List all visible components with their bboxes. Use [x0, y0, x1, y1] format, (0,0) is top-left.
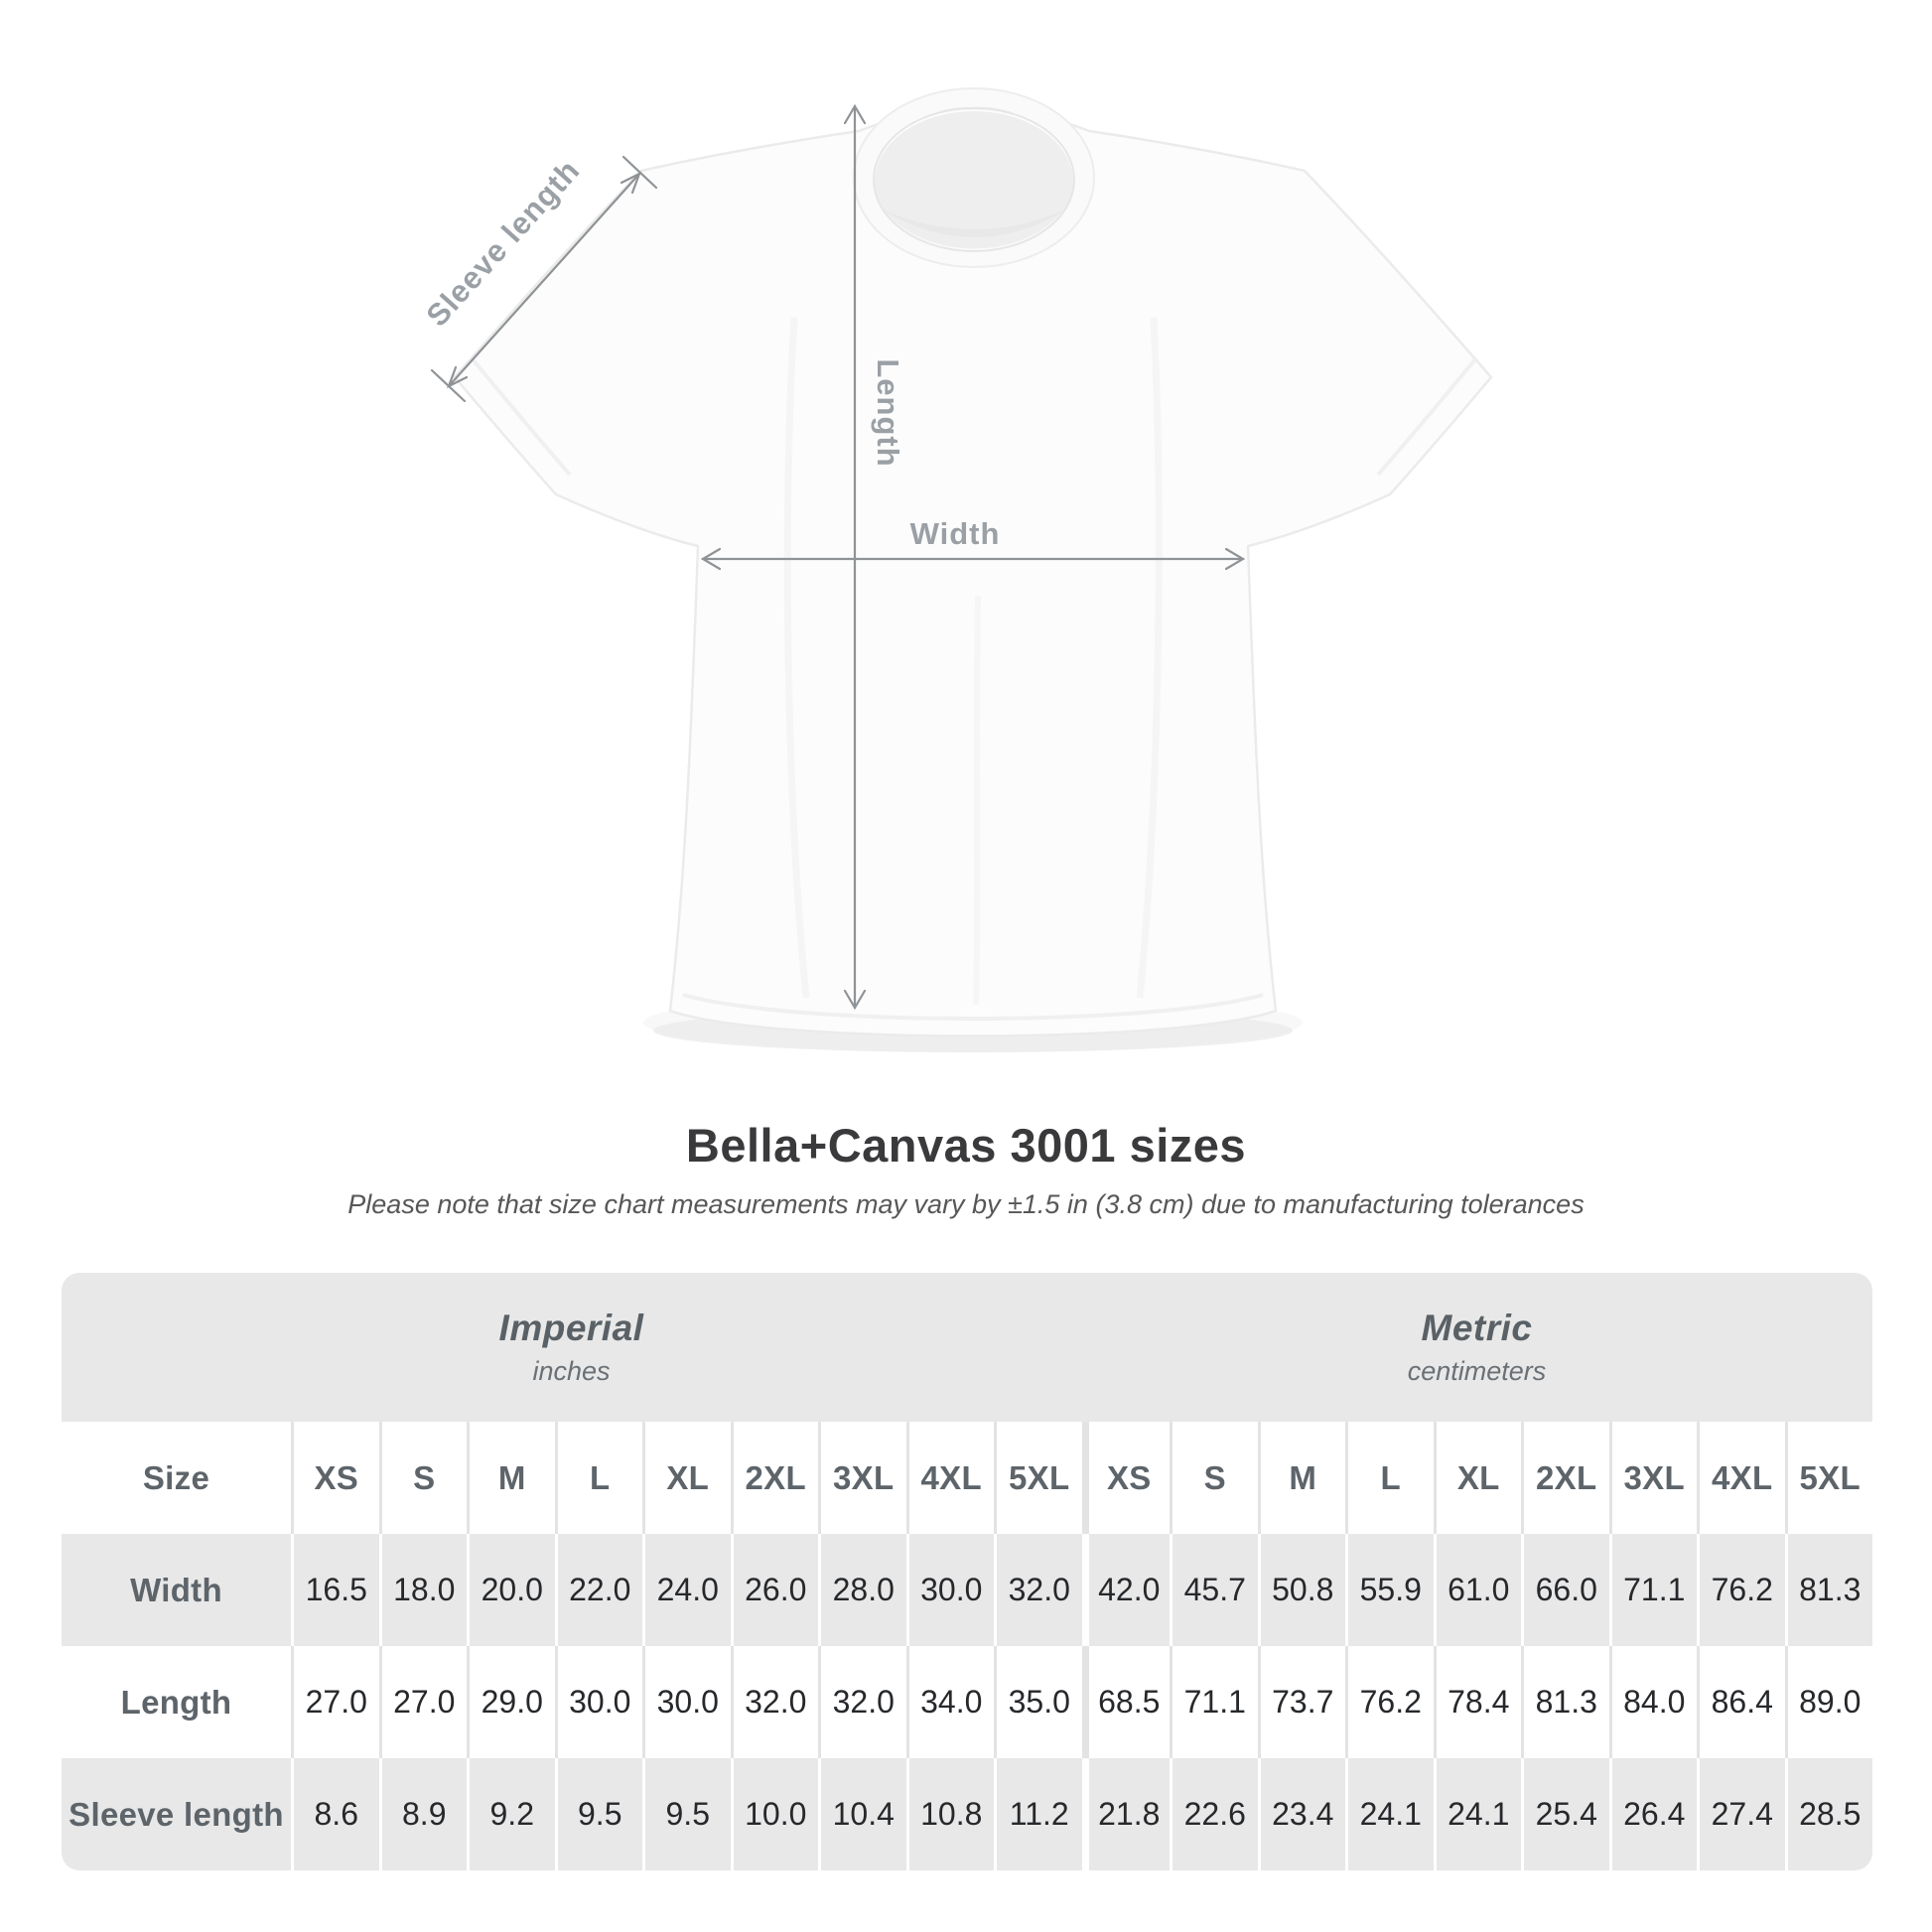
size-value-cell: 89.0: [1784, 1646, 1873, 1758]
size-column-header: 2XL: [1521, 1422, 1609, 1534]
size-value-cell: 61.0: [1433, 1534, 1522, 1646]
size-value-cell: 27.0: [291, 1646, 379, 1758]
size-column-header: 2XL: [730, 1422, 819, 1534]
row-label: Length: [120, 1683, 232, 1721]
size-value-cell: 68.5: [1081, 1646, 1171, 1758]
size-value-cell: 22.6: [1170, 1758, 1258, 1870]
size-value-cell: 20.0: [467, 1534, 555, 1646]
size-value-cell: 32.0: [818, 1646, 906, 1758]
size-value-cell: 86.4: [1697, 1646, 1785, 1758]
size-value-cell: 84.0: [1608, 1646, 1698, 1758]
size-value-cell: 26.4: [1608, 1758, 1698, 1870]
size-value-cell: 24.1: [1433, 1758, 1522, 1870]
size-column-header: 5XL: [994, 1422, 1082, 1534]
size-column-header: S: [1170, 1422, 1258, 1534]
table-row: Sleeve length 8.6 8.9 9.2 9.5 9.5 10.0 10.4 10.8…: [62, 1758, 1872, 1870]
size-value-cell: 81.3: [1784, 1534, 1873, 1646]
size-column-header: XL: [642, 1422, 731, 1534]
size-value-cell: 26.0: [730, 1534, 819, 1646]
size-value-cell: 71.1: [1170, 1646, 1258, 1758]
size-value-cell: 30.0: [554, 1646, 643, 1758]
sleeve-arrow: [447, 172, 641, 388]
metric-unit: centimeters: [1407, 1356, 1547, 1386]
size-value-cell: 50.8: [1257, 1534, 1346, 1646]
size-column-header: 4XL: [905, 1422, 995, 1534]
size-value-cell: 55.9: [1345, 1534, 1434, 1646]
size-header-row: Size XS S M L XL 2XL 3XL 4XL 5XL XS S M L XL 2XL 3XL 4XL 5…: [62, 1422, 1872, 1534]
size-value-cell: 9.5: [642, 1758, 731, 1870]
table-row: Length 27.0 27.0 29.0 30.0 30.0 32.0 32.0 34.0 35…: [62, 1646, 1872, 1758]
dimension-lines: [430, 103, 1246, 1011]
length-label: Length: [871, 358, 905, 468]
size-value-cell: 28.5: [1784, 1758, 1873, 1870]
size-value-cell: 78.4: [1433, 1646, 1522, 1758]
size-value-cell: 30.0: [642, 1646, 731, 1758]
size-value-cell: 29.0: [467, 1646, 555, 1758]
tshirt-collar: [853, 87, 1095, 268]
table-row: Width 16.5 18.0 20.0 22.0 24.0 26.0 28.0 30.0 32.…: [62, 1534, 1872, 1646]
page-title: Bella+Canvas 3001 sizes: [685, 1119, 1247, 1172]
size-value-cell: 25.4: [1521, 1758, 1609, 1870]
size-value-cell: 81.3: [1521, 1646, 1609, 1758]
size-table-rows: Size XS S M L XL 2XL 3XL 4XL 5XL XS S M L XL 2XL 3XL 4XL 5…: [62, 1422, 1872, 1870]
imperial-section-header: Imperial inches: [62, 1273, 1081, 1422]
size-column-header: XS: [291, 1422, 379, 1534]
tshirt-body: [453, 106, 1493, 1037]
size-value-cell: 34.0: [905, 1646, 995, 1758]
size-column-header: S: [378, 1422, 468, 1534]
size-value-cell: 10.8: [905, 1758, 995, 1870]
size-column-header: L: [1345, 1422, 1434, 1534]
size-value-cell: 21.8: [1081, 1758, 1171, 1870]
size-value-cell: 32.0: [730, 1646, 819, 1758]
size-value-cell: 76.2: [1345, 1646, 1434, 1758]
size-column-header: XL: [1433, 1422, 1522, 1534]
size-value-cell: 22.0: [554, 1534, 643, 1646]
size-value-cell: 28.0: [818, 1534, 906, 1646]
size-value-cell: 73.7: [1257, 1646, 1346, 1758]
width-label: Width: [909, 516, 1001, 551]
size-value-cell: 35.0: [994, 1646, 1082, 1758]
metric-title: Metric: [1421, 1308, 1533, 1348]
tolerance-note: Please note that size chart measurements…: [347, 1189, 1585, 1219]
size-value-cell: 27.0: [378, 1646, 468, 1758]
size-value-cell: 45.7: [1170, 1534, 1258, 1646]
size-value-cell: 23.4: [1257, 1758, 1346, 1870]
unit-section-band: Imperial inches Metric centimeters: [62, 1273, 1872, 1422]
size-value-cell: 30.0: [905, 1534, 995, 1646]
size-value-cell: 10.4: [818, 1758, 906, 1870]
size-value-cell: 9.2: [467, 1758, 555, 1870]
imperial-unit: inches: [532, 1356, 611, 1386]
size-value-cell: 66.0: [1521, 1534, 1609, 1646]
size-value-cell: 42.0: [1081, 1534, 1171, 1646]
size-column-header: L: [554, 1422, 643, 1534]
size-value-cell: 8.9: [378, 1758, 468, 1870]
size-value-cell: 24.1: [1345, 1758, 1434, 1870]
size-value-cell: 18.0: [378, 1534, 468, 1646]
size-corner-label: Size: [142, 1458, 210, 1496]
size-value-cell: 9.5: [554, 1758, 643, 1870]
metric-section-header: Metric centimeters: [1081, 1273, 1872, 1422]
size-value-cell: 10.0: [730, 1758, 819, 1870]
size-column-header: XS: [1081, 1422, 1171, 1534]
size-value-cell: 76.2: [1697, 1534, 1785, 1646]
tshirt-illustration: [430, 87, 1493, 1052]
imperial-title: Imperial: [498, 1308, 644, 1348]
size-value-cell: 24.0: [642, 1534, 731, 1646]
size-value-cell: 8.6: [291, 1758, 379, 1870]
row-label: Width: [130, 1571, 222, 1608]
size-table: Imperial inches Metric centimeters Size X…: [62, 1273, 1872, 1870]
size-column-header: 3XL: [818, 1422, 906, 1534]
row-label: Sleeve length: [69, 1795, 284, 1833]
size-value-cell: 16.5: [291, 1534, 379, 1646]
size-column-header: 4XL: [1697, 1422, 1785, 1534]
size-column-header: 5XL: [1784, 1422, 1873, 1534]
size-value-cell: 32.0: [994, 1534, 1082, 1646]
size-value-cell: 71.1: [1608, 1534, 1698, 1646]
size-value-cell: 27.4: [1697, 1758, 1785, 1870]
size-column-header: M: [467, 1422, 555, 1534]
size-column-header: 3XL: [1608, 1422, 1698, 1534]
size-column-header: M: [1257, 1422, 1346, 1534]
size-value-cell: 11.2: [994, 1758, 1082, 1870]
